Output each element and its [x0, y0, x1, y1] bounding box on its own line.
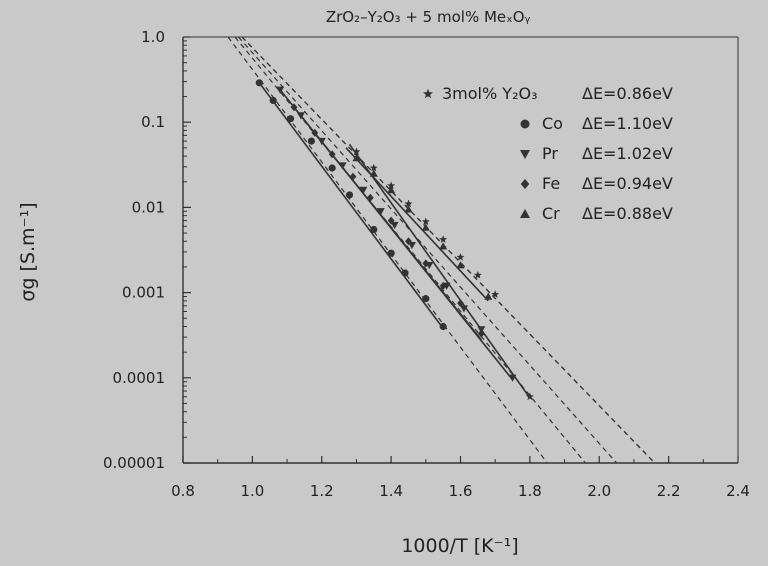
x-tick-label: 0.8 — [171, 482, 195, 500]
diamond-marker — [520, 179, 530, 189]
x-tick-label: 1.8 — [518, 482, 542, 500]
x-tick-label: 1.6 — [449, 482, 473, 500]
y-tick-label: 0.00001 — [103, 454, 165, 472]
triangle-down-marker — [390, 221, 399, 230]
data-points — [255, 79, 534, 401]
star-marker — [387, 181, 396, 190]
star-marker — [369, 163, 378, 172]
circle-marker — [401, 269, 409, 277]
circle-marker — [439, 322, 447, 331]
triangle-up-marker — [456, 261, 465, 269]
diamond-marker — [405, 237, 412, 246]
triangle-up-marker — [369, 169, 378, 177]
y-tick-label: 1.0 — [141, 28, 165, 46]
diamond-marker — [311, 128, 319, 137]
star-marker — [525, 392, 534, 401]
triangle-up-marker — [484, 292, 493, 300]
x-tick-label: 1.0 — [240, 482, 264, 500]
star-marker — [421, 217, 430, 226]
circle-marker — [520, 119, 530, 129]
fit-lines — [258, 82, 531, 399]
triangle-down-marker — [276, 86, 285, 94]
circle-marker — [255, 79, 263, 87]
x-tick-label: 2.0 — [587, 482, 611, 500]
y-tick-label: 0.01 — [132, 198, 165, 216]
star-marker — [439, 235, 448, 243]
diamond-marker — [477, 329, 485, 338]
legend-activation-energy: ΔE=0.86eV — [582, 84, 673, 103]
circle-marker — [387, 249, 395, 257]
x-axis-label: 1000/T [K⁻¹] — [401, 535, 518, 557]
triangle-up-marker — [439, 242, 448, 250]
legend-series-name: 3mol% Y₂O₃ — [442, 84, 537, 103]
legend-series-name: Pr — [542, 144, 558, 163]
star-marker — [423, 88, 433, 99]
circle-marker — [328, 164, 336, 172]
triangle-up-marker — [387, 186, 396, 194]
y-tick-label: 0.001 — [122, 284, 165, 302]
triangle-down-marker — [376, 208, 385, 216]
legend-activation-energy: ΔE=0.88eV — [582, 204, 673, 223]
diamond-marker — [366, 193, 374, 202]
diamond-marker — [328, 150, 336, 159]
circle-marker — [269, 96, 277, 105]
x-tick-label: 2.4 — [726, 482, 750, 500]
legend-activation-energy: ΔE=0.94eV — [582, 174, 673, 193]
triangle-down-marker — [296, 112, 305, 120]
chart-title: ZrO₂–Y₂O₃ + 5 mol% MeₓOᵧ — [326, 8, 531, 26]
legend: 3mol% Y₂O₃ ΔE=0.86eV Co ΔE=1.10eV Pr ΔE=1.02e… — [423, 84, 673, 223]
x-tick-label: 1.4 — [379, 482, 403, 500]
star-marker — [404, 199, 413, 208]
diamond-marker — [457, 299, 464, 308]
diamond-marker — [290, 103, 298, 112]
star-marker — [473, 271, 482, 279]
circle-marker — [307, 137, 315, 145]
circle-marker — [370, 225, 378, 234]
y-tick-label: 0.1 — [141, 113, 165, 131]
circle-marker — [286, 115, 295, 123]
triangle-down-marker — [520, 150, 530, 159]
axes: 0.8 1.0 1.2 1.4 1.6 1.8 2.0 2.2 2.4 0.00001 0.0001… — [103, 28, 750, 500]
triangle-up-marker — [520, 209, 530, 218]
triangle-down-marker — [338, 162, 347, 170]
fit-line — [345, 147, 489, 302]
triangle-down-marker — [459, 305, 468, 313]
legend-series-name: Fe — [542, 174, 560, 193]
x-tick-label: 2.2 — [657, 482, 681, 500]
fit-line — [348, 143, 531, 399]
fit-line — [293, 106, 482, 341]
legend-activation-energy: ΔE=1.02eV — [582, 144, 673, 163]
y-tick-label: 0.0001 — [113, 369, 166, 387]
legend-activation-energy: ΔE=1.10eV — [582, 114, 673, 133]
triangle-up-marker — [421, 223, 430, 231]
diamond-marker — [439, 281, 447, 290]
fit-line — [258, 82, 444, 329]
legend-series-name: Co — [542, 114, 563, 133]
x-tick-label: 1.2 — [310, 482, 334, 500]
diamond-marker — [422, 259, 430, 268]
triangle-down-marker — [407, 242, 416, 250]
triangle-down-marker — [508, 374, 517, 382]
triangle-up-marker — [352, 154, 361, 162]
star-marker — [456, 253, 465, 261]
triangle-down-marker — [317, 137, 326, 146]
triangle-down-marker — [359, 186, 368, 195]
star-marker — [491, 290, 500, 298]
diamond-marker — [349, 172, 357, 181]
diamond-marker — [387, 216, 395, 225]
extrapolation-line — [227, 37, 548, 463]
triangle-up-marker — [404, 205, 413, 213]
legend-series-name: Cr — [542, 204, 560, 223]
circle-marker — [345, 191, 354, 199]
y-axis-label: σg [S.m⁻¹] — [17, 202, 39, 301]
star-marker — [352, 147, 361, 156]
extrapolation-line — [238, 37, 618, 463]
circle-marker — [422, 295, 430, 303]
